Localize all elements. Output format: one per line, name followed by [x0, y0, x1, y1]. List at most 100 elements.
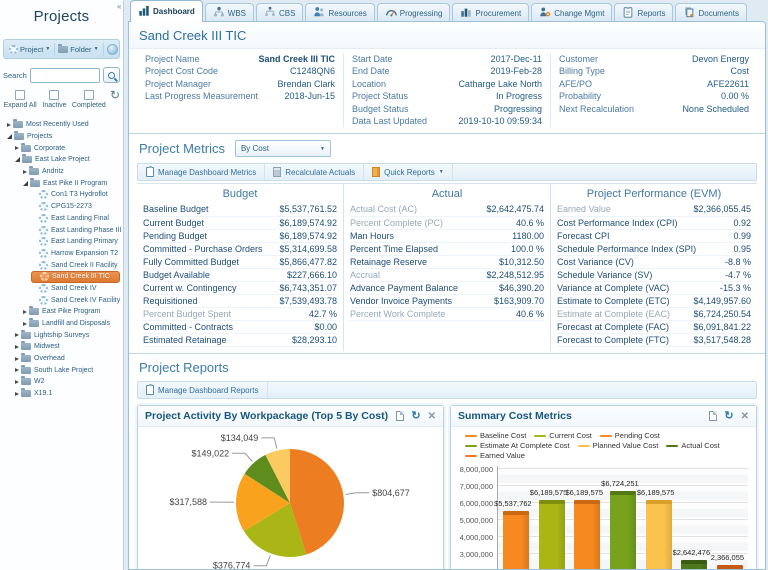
tab-dashboard[interactable]: Dashboard: [130, 0, 203, 22]
tree-collapse-icon[interactable]: [23, 309, 27, 314]
sync-button[interactable]: [102, 41, 121, 57]
tree-item-label: Midwest: [34, 343, 60, 351]
tree-expand-icon[interactable]: [23, 180, 28, 186]
checkbox[interactable]: [83, 90, 94, 100]
tree-item-south-lake-project[interactable]: South Lake Project: [15, 364, 120, 376]
tree-item-lightship-surveys[interactable]: Lightship Surveys: [15, 329, 120, 341]
bar-pending-cost[interactable]: [574, 500, 601, 569]
tree-item-con1-t3-hydroflot[interactable]: Con1 T3 Hydroflot: [31, 189, 120, 201]
bar-planned-value-cost[interactable]: [645, 500, 672, 569]
tree-item-label: Most Recently Used: [26, 121, 89, 129]
search-input[interactable]: [29, 67, 100, 83]
refresh-icon[interactable]: ↻: [724, 410, 734, 423]
pie-slice-environment-climate-water-management-2[interactable]: [235, 474, 290, 532]
tree-collapse-icon[interactable]: [7, 122, 11, 127]
tree-collapse-icon[interactable]: [15, 379, 19, 384]
tab-procurement[interactable]: Procurement: [452, 3, 530, 22]
filter-inactive[interactable]: Inactive: [37, 90, 71, 110]
close-icon[interactable]: ✕: [740, 410, 749, 422]
bar-baseline-cost[interactable]: [502, 511, 529, 569]
pie-slice-injection-pumps-procurement-4[interactable]: [265, 449, 290, 504]
export-icon[interactable]: [396, 411, 405, 422]
pie-slice-purchase-piping-materials-0[interactable]: [290, 449, 344, 555]
bar-estimate-at-complete-cost[interactable]: [609, 491, 636, 569]
tree-item-sand-creek-iii-tic[interactable]: Sand Creek III TIC: [31, 270, 120, 283]
tree-item-east-landing-final[interactable]: East Landing Final: [31, 213, 120, 225]
metric-label: Estimate at Complete (EAC): [557, 309, 671, 320]
tab-cbs[interactable]: CBS: [256, 3, 304, 22]
project-menu-button[interactable]: Project ▼: [6, 43, 53, 56]
tree-item-corporate[interactable]: Corporate: [15, 142, 120, 154]
tree-collapse-icon[interactable]: [15, 368, 19, 373]
tree-item-midwest[interactable]: Midwest: [15, 341, 120, 353]
refresh-tree-icon[interactable]: ↻: [109, 88, 120, 102]
manage-dashboard-metrics-button[interactable]: Manage Dashboard Metrics: [138, 164, 266, 181]
tree-collapse-icon[interactable]: [23, 169, 27, 174]
tree-item-x19-1[interactable]: X19.1: [15, 388, 120, 400]
tab-progressing[interactable]: Progressing: [376, 3, 451, 22]
tab-wbs[interactable]: WBS: [204, 3, 255, 22]
metric-label: Requisitioned: [143, 296, 198, 307]
tree-collapse-icon[interactable]: [15, 391, 19, 396]
tree-item-sand-creek-iv[interactable]: Sand Creek IV: [31, 283, 120, 295]
quick-reports-button[interactable]: Quick Reports ▼: [364, 164, 453, 181]
collapse-sidebar-icon[interactable]: «: [117, 2, 122, 11]
info-row-customer: Customer Devon Energy: [559, 53, 749, 65]
tree-collapse-icon[interactable]: [15, 356, 19, 361]
legend-item-current-cost: Current Cost: [534, 431, 592, 440]
tree-collapse-icon[interactable]: [15, 344, 19, 349]
export-icon[interactable]: [709, 411, 718, 422]
bar-slot-planned-value-cost: $6,189,575: [637, 488, 674, 569]
pie-slice-pipeline-culvert-construction-3[interactable]: [244, 455, 290, 504]
refresh-icon[interactable]: ↻: [411, 410, 421, 423]
tree-item-overhead[interactable]: Overhead: [15, 353, 120, 365]
tree-item-east-pike-program[interactable]: East Pike Program: [23, 306, 120, 318]
metric-row-forecast-at-complete-fac: Forecast at Complete (FAC) $6,091,841.22: [557, 321, 751, 335]
bar-value-label: $6,189,575: [565, 488, 604, 498]
close-icon[interactable]: ✕: [427, 410, 436, 422]
tree-item-cpg15-2273[interactable]: CPG15-2273: [31, 201, 120, 213]
pie-slice-pipeline-culvert-construction-1[interactable]: [243, 503, 307, 558]
bar-actual-cost[interactable]: [681, 560, 708, 569]
tab-change-mgmt[interactable]: Change Mgmt: [531, 3, 613, 22]
info-row-project-cost-code: Project Cost Code C1248QN6: [145, 65, 335, 77]
info-value: 2018-Jun-15: [284, 91, 335, 102]
tree-item-east-pike-ii-program[interactable]: East Pike II Program: [23, 177, 120, 189]
tree-expand-icon[interactable]: [15, 157, 20, 163]
bar-current-cost[interactable]: [538, 500, 565, 569]
tree-collapse-icon[interactable]: [23, 321, 27, 326]
metric-value: $46,390.20: [498, 283, 544, 293]
metric-value: $227,666.10: [286, 269, 337, 280]
filter-completed[interactable]: Completed: [72, 90, 106, 110]
tree-item-projects[interactable]: Projects: [7, 131, 120, 143]
y-axis-tick: 3,000,000: [459, 550, 493, 560]
tab-documents[interactable]: Documents: [675, 3, 747, 22]
tab-reports[interactable]: Reports: [614, 3, 674, 22]
tab-resources[interactable]: Resources: [305, 3, 375, 22]
tree-item-landfill-and-disposals[interactable]: Landfill and Disposals: [23, 318, 120, 330]
tree-item-w2[interactable]: W2: [15, 376, 120, 388]
bar-earned-value[interactable]: [717, 565, 744, 569]
recalculate-actuals-button[interactable]: Recalculate Actuals: [265, 164, 365, 181]
tree-item-most-recently-used[interactable]: Most Recently Used: [7, 119, 120, 131]
folder-menu-button[interactable]: Folder ▼: [54, 42, 101, 56]
tree-item-harrow-expansion-t2[interactable]: Harrow Expansion T2: [31, 248, 120, 260]
tree-item-andritz[interactable]: Andritz: [23, 166, 120, 178]
checkbox[interactable]: [49, 90, 60, 100]
tree-item-sand-creek-ii-facility[interactable]: Sand Creek II Facility: [31, 259, 120, 271]
metrics-view-select[interactable]: By Cost ▼: [234, 140, 331, 158]
checkbox[interactable]: [15, 90, 26, 100]
tab-bar: Dashboard WBS CBS Resources Progressing Procu…: [128, 0, 768, 22]
tree-expand-icon[interactable]: [7, 134, 12, 140]
tree-item-east-landing-primary[interactable]: East Landing Primary: [31, 236, 120, 248]
tree-collapse-icon[interactable]: [15, 333, 19, 338]
tree-item-east-landing-phase-iii[interactable]: East Landing Phase III: [31, 224, 121, 236]
tree-item-sand-creek-iv-facility[interactable]: Sand Creek IV Facility: [31, 294, 120, 306]
filter-expand-all[interactable]: Expand All: [3, 90, 37, 110]
manage-dashboard-reports-button[interactable]: Manage Dashboard Reports: [138, 382, 268, 399]
metric-label: Estimate to Complete (ETC): [557, 296, 670, 307]
tree-collapse-icon[interactable]: [15, 146, 19, 151]
tree-item-east-lake-project[interactable]: East Lake Project: [15, 154, 120, 166]
metric-value: $7,539,493.78: [279, 296, 337, 307]
search-button[interactable]: [103, 67, 120, 83]
